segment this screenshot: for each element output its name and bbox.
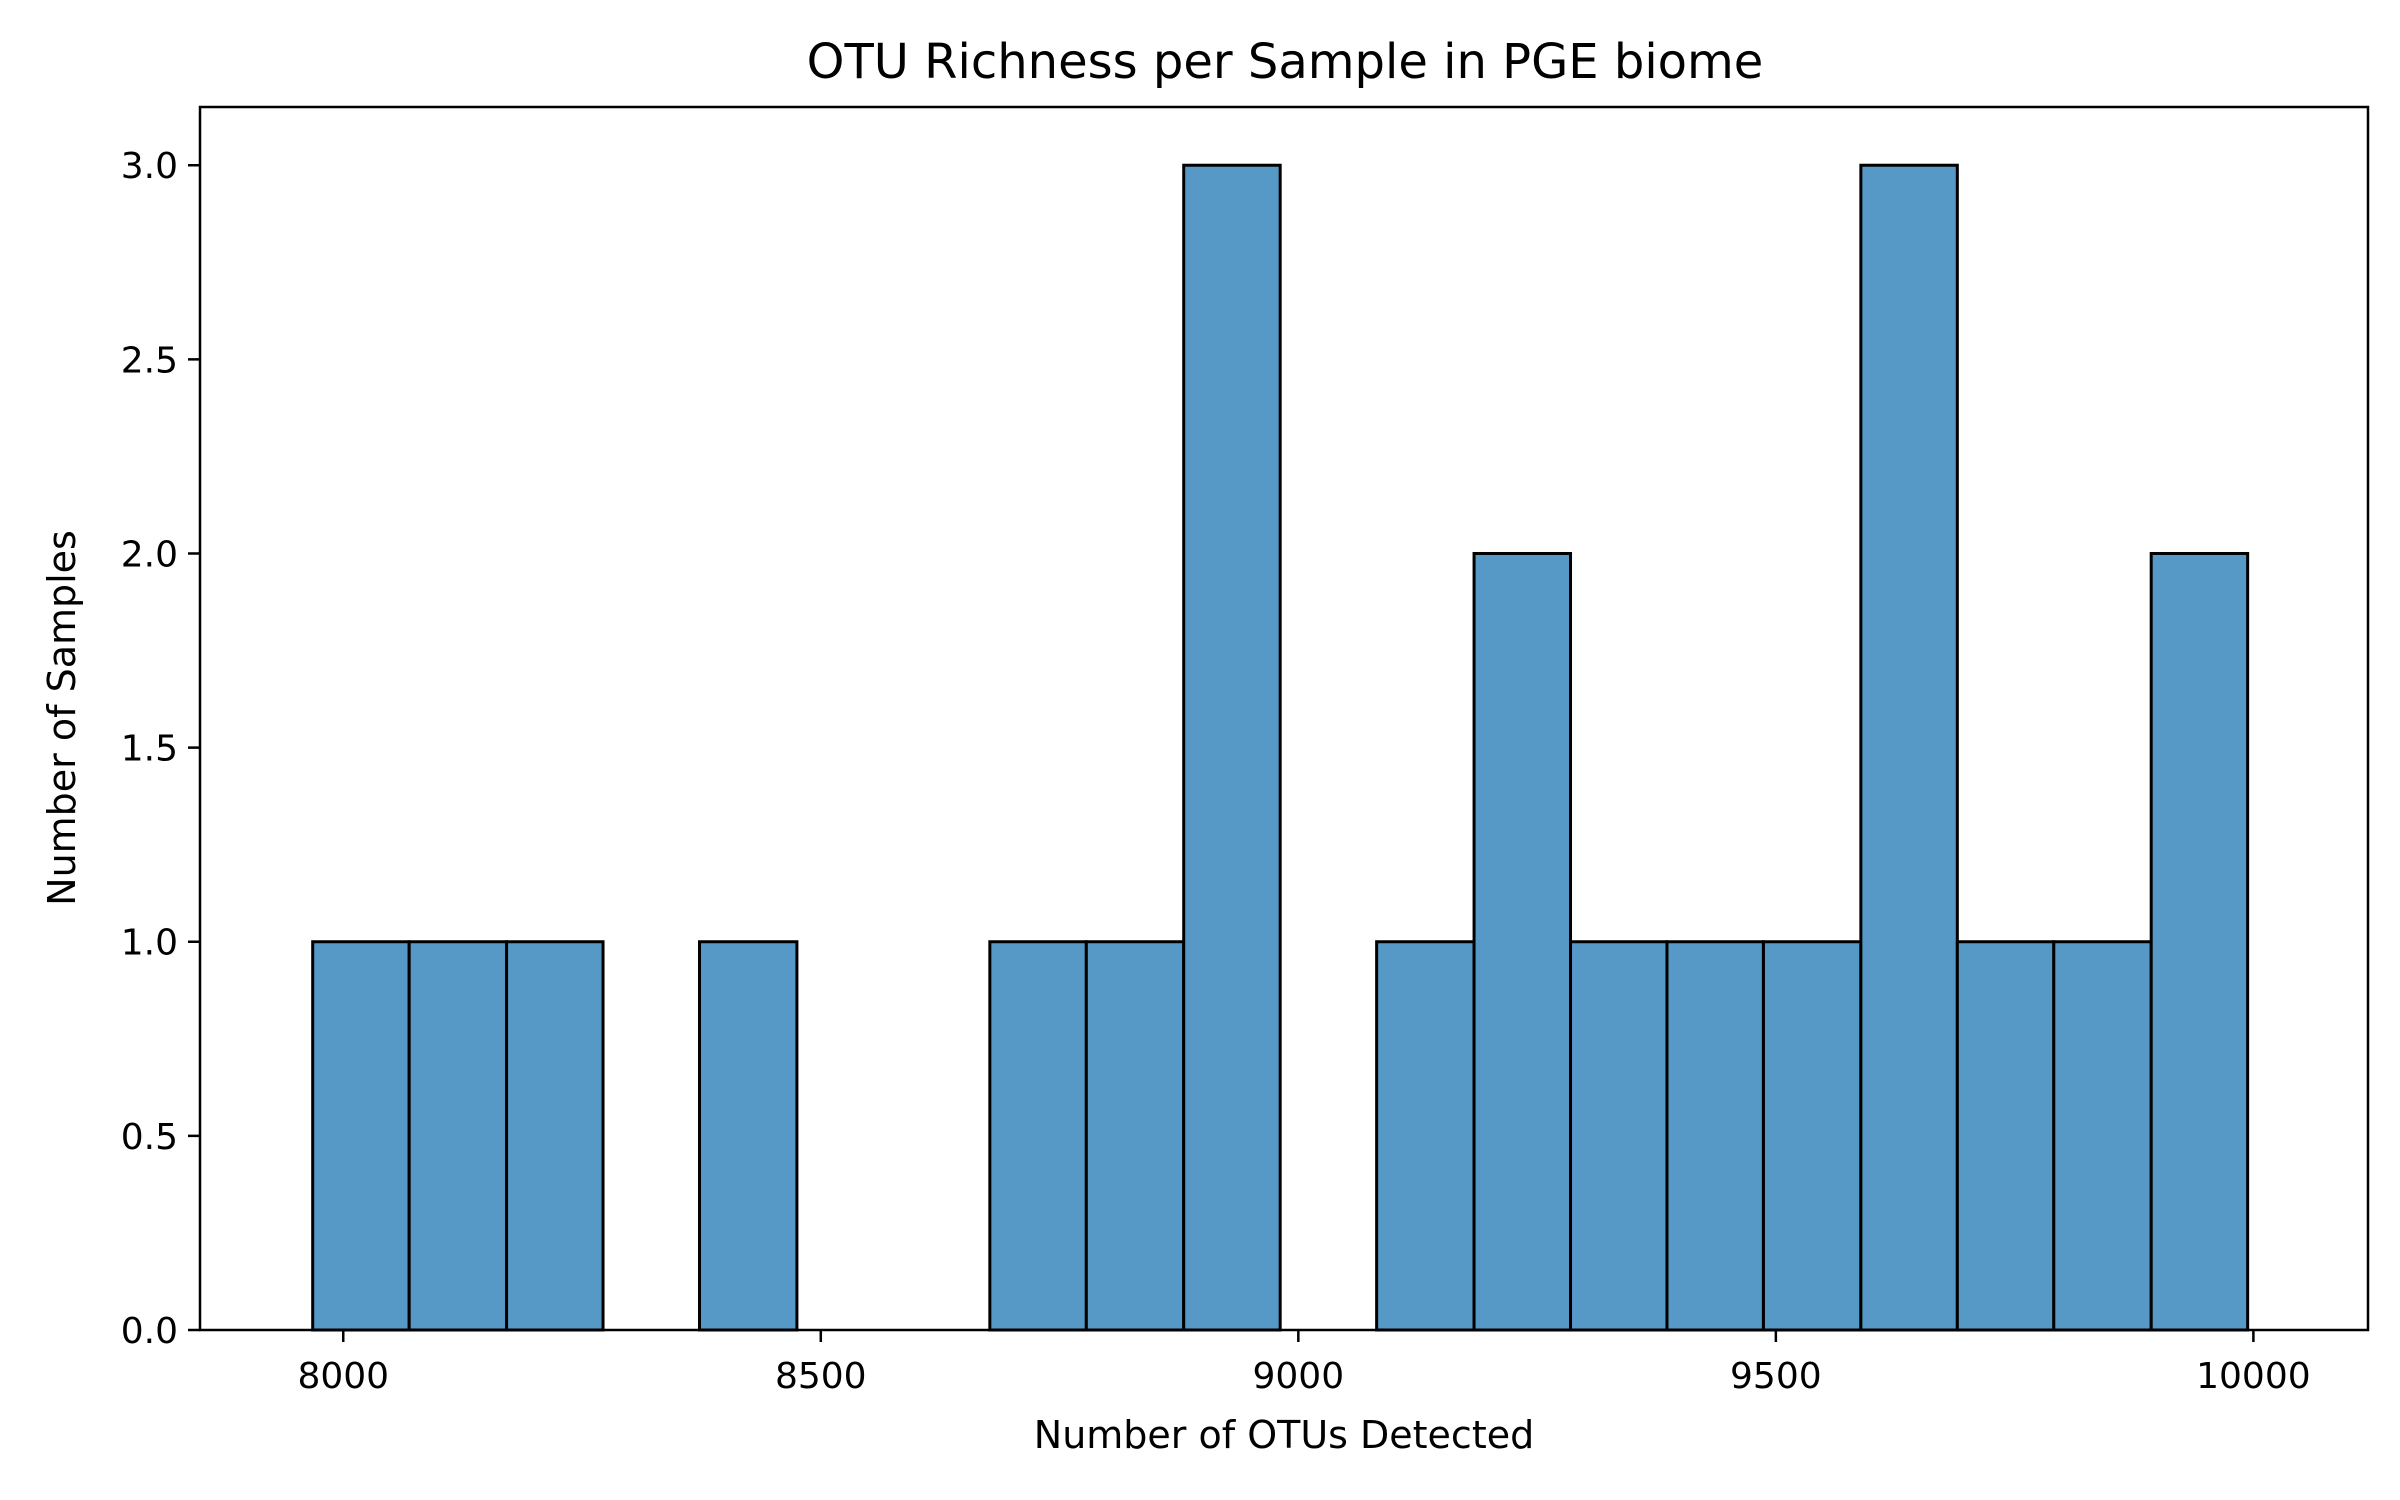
x-tick-label-2: 9000 [1253, 1356, 1345, 1397]
y-tick-label-6: 3.0 [121, 146, 178, 187]
x-tick-label-4: 10000 [2196, 1356, 2311, 1397]
histogram-bar-7 [988, 940, 1088, 1332]
bars-group [311, 163, 2250, 1332]
histogram-bar-14 [1665, 940, 1765, 1332]
y-tick-label-2: 1.0 [121, 923, 178, 964]
y-axis-ticks: 0.0 0.5 1.0 1.5 2.0 2.5 3.0 [121, 146, 200, 1352]
histogram-bar-16 [1859, 163, 1959, 1332]
y-tick-label-4: 2.0 [121, 534, 178, 575]
x-axis-label: Number of OTUs Detected [1034, 1413, 1534, 1457]
chart-title: OTU Richness per Sample in PGE biome [807, 34, 1764, 90]
histogram-bar-4 [697, 940, 799, 1332]
y-tick-label-1: 0.5 [121, 1117, 178, 1158]
histogram-bar-2 [505, 940, 605, 1332]
histogram-bar-0 [311, 940, 411, 1332]
plot-frame [198, 105, 2370, 1332]
y-tick-label-5: 2.5 [121, 340, 178, 381]
x-tick-label-3: 9500 [1730, 1356, 1822, 1397]
histogram-bar-11 [1375, 940, 1476, 1332]
histogram-bar-1 [407, 940, 509, 1332]
histogram-bar-13 [1569, 940, 1669, 1332]
x-axis-ticks: 8000 8500 9000 9500 10000 [297, 1330, 2311, 1397]
histogram-bar-15 [1761, 940, 1863, 1332]
histogram-bar-8 [1084, 940, 1186, 1332]
x-tick-label-1: 8500 [775, 1356, 867, 1397]
y-tick-label-3: 1.5 [121, 729, 178, 770]
histogram-bar-9 [1182, 163, 1282, 1332]
histogram-bar-17 [1955, 940, 2056, 1332]
y-axis-label: Number of Samples [40, 530, 84, 906]
histogram-bar-18 [2052, 940, 2153, 1332]
histogram-bar-19 [2149, 551, 2250, 1332]
x-tick-label-0: 8000 [297, 1356, 389, 1397]
y-tick-label-0: 0.0 [121, 1311, 178, 1352]
histogram-bar-12 [1472, 551, 1573, 1332]
